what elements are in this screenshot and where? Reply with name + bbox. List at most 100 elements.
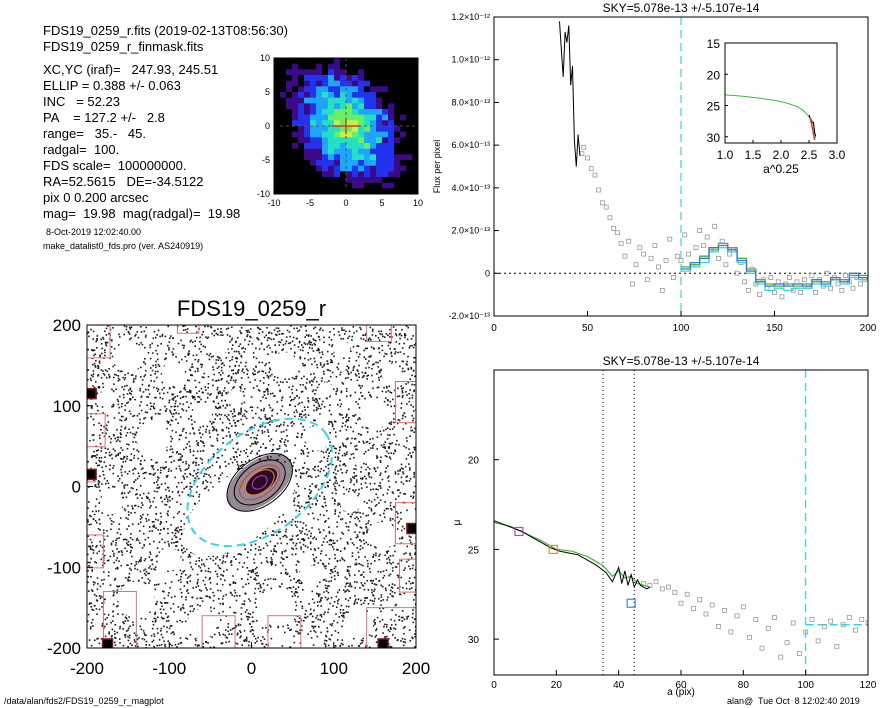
noise-pixel (243, 600, 246, 602)
noise-pixel (156, 490, 158, 493)
noise-pixel (207, 467, 209, 469)
noise-pixel (186, 582, 189, 584)
contour-cell (286, 143, 293, 149)
noise-pixel (375, 504, 378, 506)
noise-pixel (305, 610, 307, 612)
noise-pixel (296, 591, 299, 594)
noise-pixel (145, 388, 147, 391)
noise-pixel (409, 478, 412, 480)
noise-pixel (102, 529, 105, 532)
noise-pixel (143, 459, 146, 462)
noise-pixel (249, 406, 252, 408)
noise-pixel (238, 561, 241, 564)
noise-pixel (405, 458, 408, 460)
noise-pixel (291, 421, 294, 423)
noise-pixel (267, 422, 269, 424)
contour-cell (406, 154, 413, 161)
contour-cell (346, 154, 353, 161)
contour-cell (352, 154, 359, 161)
noise-pixel (290, 579, 292, 582)
noise-pixel (242, 423, 244, 426)
noise-pixel (271, 421, 274, 423)
noise-pixel (408, 347, 411, 349)
noise-pixel (281, 558, 284, 560)
noise-pixel (319, 599, 322, 601)
noise-pixel (124, 419, 126, 421)
noise-pixel (268, 337, 271, 339)
contour-cell (292, 160, 299, 166)
noise-pixel (149, 408, 152, 410)
noise-pixel (364, 334, 366, 336)
noise-pixel (381, 478, 384, 481)
noise-pixel (301, 605, 304, 607)
contour-cell (358, 143, 365, 149)
noise-pixel (224, 449, 227, 451)
noise-pixel (97, 482, 100, 485)
noise-pixel (358, 384, 360, 387)
noise-pixel (320, 613, 323, 616)
noise-pixel (309, 542, 312, 545)
noise-pixel (293, 641, 296, 644)
noise-pixel (283, 534, 286, 537)
noise-pixel (387, 446, 390, 449)
noise-pixel (250, 626, 253, 628)
noise-pixel (184, 389, 187, 391)
noise-pixel (90, 523, 92, 526)
contour-cell (352, 114, 359, 121)
noise-pixel (168, 399, 171, 402)
noise-pixel (221, 598, 224, 600)
noise-pixel (184, 550, 186, 553)
contour-cell (346, 182, 353, 189)
noise-pixel (373, 620, 375, 623)
contour-cell (394, 109, 401, 115)
contour-cell (286, 177, 293, 183)
noise-pixel (361, 371, 364, 374)
noise-pixel (96, 450, 98, 452)
noise-pixel (139, 422, 141, 424)
noise-pixel (118, 560, 120, 562)
noise-pixel (320, 552, 322, 555)
noise-pixel (215, 362, 217, 365)
noise-pixel (358, 441, 360, 443)
noise-pixel (385, 385, 388, 388)
contour-cell (310, 120, 317, 127)
noise-pixel (143, 581, 146, 584)
noise-pixel (173, 397, 175, 399)
noise-pixel (245, 434, 247, 436)
noise-pixel (296, 615, 299, 618)
noise-pixel (329, 369, 331, 372)
noise-pixel (287, 414, 290, 416)
noise-pixel (340, 468, 342, 471)
noise-pixel (216, 395, 218, 398)
noise-pixel (331, 492, 334, 494)
noise-pixel (179, 402, 181, 405)
noise-pixel (326, 350, 329, 353)
contour-cell (280, 69, 287, 76)
noise-pixel (310, 612, 312, 615)
noise-pixel (241, 603, 244, 605)
noise-pixel (397, 562, 399, 565)
noise-pixel (387, 508, 389, 510)
noise-pixel (260, 446, 262, 448)
noise-pixel (329, 623, 332, 626)
noise-pixel (252, 629, 255, 632)
noise-pixel (156, 387, 158, 390)
noise-pixel (256, 406, 259, 409)
noise-pixel (326, 598, 329, 601)
noise-pixel (330, 580, 332, 582)
noise-pixel (324, 643, 327, 646)
noise-pixel (376, 616, 379, 619)
contour-cell (352, 160, 359, 166)
contour-cell (364, 69, 371, 76)
noise-pixel (285, 445, 287, 447)
noise-pixel (362, 571, 365, 573)
contour-cell (388, 137, 395, 144)
noise-pixel (398, 489, 400, 491)
noise-pixel (162, 528, 165, 530)
noise-pixel (231, 633, 233, 635)
contour-cell (304, 137, 311, 144)
noise-pixel (112, 391, 115, 393)
noise-pixel (331, 360, 333, 362)
noise-pixel (266, 374, 269, 377)
noise-pixel (189, 340, 192, 343)
